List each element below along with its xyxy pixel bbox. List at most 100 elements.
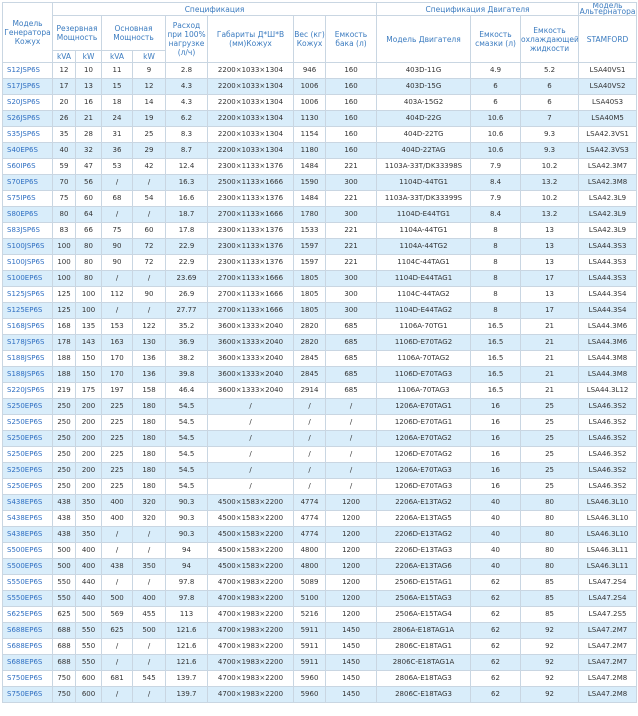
table-cell: LSA46.3L10	[578, 526, 638, 543]
table-cell: LSA44.3L12	[578, 382, 638, 399]
table-cell: 1104D-E44TAG1	[376, 270, 472, 287]
table-cell: 438	[52, 510, 76, 527]
model-cell: S83JSP6S	[2, 222, 53, 239]
table-cell: /	[293, 446, 326, 463]
table-cell: 80	[75, 270, 102, 287]
table-cell: 9.3	[520, 142, 580, 159]
table-cell: 2206D-E13TAG3	[376, 542, 472, 559]
model-cell: S688EP6S	[2, 638, 53, 655]
table-cell: 2700×1133×1666	[207, 270, 294, 287]
table-cell: 153	[101, 318, 133, 335]
table-cell: /	[132, 686, 166, 703]
table-cell: 75	[52, 190, 76, 207]
model-cell: S12JSP6S	[2, 62, 53, 79]
table-cell: 54.5	[165, 430, 208, 447]
table-cell: 180	[132, 430, 166, 447]
table-cell: 6	[520, 94, 580, 111]
table-cell: 83	[52, 222, 76, 239]
table-cell: 250	[52, 398, 76, 415]
table-cell: /	[207, 414, 294, 431]
table-cell: 750	[52, 670, 76, 687]
table-cell: 500	[132, 622, 166, 639]
table-cell: 5911	[293, 654, 326, 671]
table-cell: 62	[470, 670, 522, 687]
table-cell: /	[324, 478, 378, 495]
table-cell: 160	[324, 142, 378, 159]
table-cell: 13.2	[520, 174, 580, 191]
table-cell: 8	[470, 238, 522, 255]
table-cell: 1206A-E70TAG1	[376, 398, 472, 415]
table-cell: 1104A-44TG2	[376, 238, 472, 255]
model-cell: S688EP6S	[2, 654, 53, 671]
table-cell: 160	[324, 94, 378, 111]
table-cell: 5911	[293, 638, 326, 655]
table-cell: 60	[75, 190, 102, 207]
header-standby: Резервная Мощность	[52, 15, 102, 51]
table-cell: 21	[520, 366, 580, 383]
table-row: S250EP6S 250 200 225 180 54.5///1206A-E70TAG2…	[2, 430, 638, 447]
table-cell: /	[132, 654, 166, 671]
table-cell: 1206D-E70TAG2	[376, 446, 472, 463]
table-cell: 7	[520, 110, 580, 127]
table-cell: 4774	[293, 526, 326, 543]
table-cell: 200	[75, 446, 102, 463]
table-cell: 18	[101, 94, 133, 111]
table-cell: 62	[470, 654, 522, 671]
table-cell: 47	[75, 158, 102, 175]
table-cell: 25	[520, 430, 580, 447]
table-cell: 16	[470, 430, 522, 447]
table-cell: /	[132, 270, 166, 287]
model-cell: S17JSP6S	[2, 78, 53, 95]
table-cell: 59	[52, 158, 76, 175]
table-cell: 125	[52, 302, 76, 319]
table-cell: 16.5	[470, 382, 522, 399]
model-cell: S250EP6S	[2, 446, 53, 463]
table-cell: 625	[101, 622, 133, 639]
table-cell: /	[132, 174, 166, 191]
table-cell: 600	[75, 670, 102, 687]
table-cell: LSA42.3VS1	[578, 126, 638, 143]
table-cell: 4700×1983×2200	[207, 654, 294, 671]
table-cell: 17.8	[165, 222, 208, 239]
table-cell: 13	[75, 78, 102, 95]
table-row: S625EP6S 625 500 569 455 113 4700×1983×2200 521…	[2, 606, 638, 623]
table-cell: 16.5	[470, 318, 522, 335]
table-cell: LSA44.3S3	[578, 254, 638, 271]
table-cell: 31	[101, 126, 133, 143]
table-cell: 625	[52, 606, 76, 623]
table-cell: 681	[101, 670, 133, 687]
table-cell: LSA47.2M7	[578, 654, 638, 671]
table-cell: 4500×1583×2200	[207, 542, 294, 559]
table-cell: 54.5	[165, 478, 208, 495]
table-cell: 178	[52, 334, 76, 351]
table-cell: 143	[75, 334, 102, 351]
model-cell: S438EP6S	[2, 510, 53, 527]
table-cell: 320	[132, 510, 166, 527]
table-cell: /	[207, 446, 294, 463]
table-cell: 80	[520, 510, 580, 527]
table-cell: 121.6	[165, 638, 208, 655]
table-cell: 4500×1583×2200	[207, 494, 294, 511]
table-cell: 1200	[324, 542, 378, 559]
table-cell: 6	[520, 78, 580, 95]
table-cell: 1450	[324, 638, 378, 655]
table-cell: 16	[470, 414, 522, 431]
table-cell: 8.4	[470, 206, 522, 223]
table-row: S100JSP6S 100 80 90 72 22.9 2300×1133×1376 1597…	[2, 238, 638, 255]
table-cell: 600	[75, 686, 102, 703]
table-cell: 42	[132, 158, 166, 175]
table-cell: 219	[52, 382, 76, 399]
model-cell: S35JSP6S	[2, 126, 53, 143]
table-cell: 400	[101, 494, 133, 511]
table-cell: 17	[52, 78, 76, 95]
table-cell: 200	[75, 462, 102, 479]
table-cell: 180	[132, 398, 166, 415]
model-cell: S438EP6S	[2, 494, 53, 511]
table-cell: 1106D-E70TAG2	[376, 334, 472, 351]
table-cell: 180	[132, 414, 166, 431]
header-dims: Габариты Д*Ш*В (мм)Кожух	[207, 15, 294, 63]
table-cell: /	[324, 446, 378, 463]
table-row: S188JSP6S 188 150 170 136 39.8 3600×1333×2040 2…	[2, 366, 638, 383]
table-cell: 62	[470, 590, 522, 607]
table-cell: /	[101, 686, 133, 703]
